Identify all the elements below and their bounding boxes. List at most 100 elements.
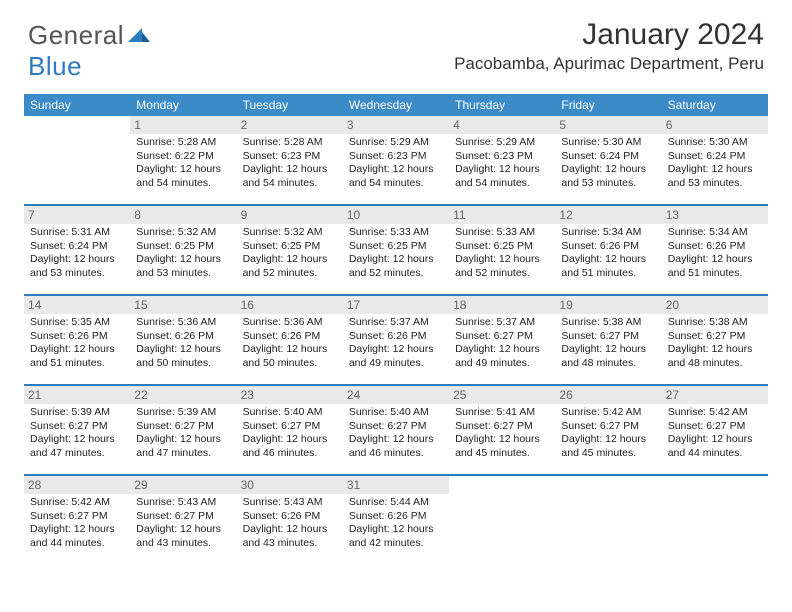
day-number: 18 bbox=[449, 296, 555, 314]
day-info: Sunrise: 5:34 AMSunset: 6:26 PMDaylight:… bbox=[668, 226, 762, 281]
day-number: 13 bbox=[662, 206, 768, 224]
location-text: Pacobamba, Apurimac Department, Peru bbox=[454, 54, 764, 74]
day-cell: 21Sunrise: 5:39 AMSunset: 6:27 PMDayligh… bbox=[24, 385, 130, 475]
day-cell bbox=[555, 475, 661, 564]
day-cell: 23 Sunrise: 5:40 AMSunset: 6:27 PMDayligh… bbox=[237, 385, 343, 475]
day-number: 26 bbox=[555, 386, 661, 404]
calendar-container: SundayMondayTuesdayWednesdayThursdayFrid… bbox=[24, 94, 768, 564]
day-number: 28 bbox=[24, 476, 130, 494]
day-number: 20 bbox=[662, 296, 768, 314]
day-number: 9 bbox=[237, 206, 343, 224]
day-info: Sunrise: 5:30 AMSunset: 6:24 PMDaylight:… bbox=[668, 136, 762, 191]
day-number: 5 bbox=[555, 116, 661, 134]
day-info: Sunrise: 5:29 AMSunset: 6:23 PMDaylight:… bbox=[455, 136, 549, 191]
day-info: Sunrise: 5:42 AMSunset: 6:27 PMDaylight:… bbox=[30, 496, 124, 551]
day-number: 12 bbox=[555, 206, 661, 224]
day-info: Sunrise: 5:29 AMSunset: 6:23 PMDaylight:… bbox=[349, 136, 443, 191]
day-cell: 27Sunrise: 5:42 AMSunset: 6:27 PMDayligh… bbox=[662, 385, 768, 475]
calendar-head: SundayMondayTuesdayWednesdayThursdayFrid… bbox=[24, 94, 768, 116]
day-cell: 17 Sunrise: 5:37 AMSunset: 6:26 PMDayligh… bbox=[343, 295, 449, 385]
day-cell: 12 Sunrise: 5:34 AMSunset: 6:26 PMDayligh… bbox=[555, 205, 661, 295]
day-cell: 5 Sunrise: 5:30 AMSunset: 6:24 PMDaylight… bbox=[555, 116, 661, 205]
day-cell bbox=[449, 475, 555, 564]
brand-logo: General Blue bbox=[28, 20, 150, 82]
day-cell: 3 Sunrise: 5:29 AMSunset: 6:23 PMDaylight… bbox=[343, 116, 449, 205]
day-cell: 7 Sunrise: 5:31 AMSunset: 6:24 PMDaylight… bbox=[24, 205, 130, 295]
day-cell: 9Sunrise: 5:32 AMSunset: 6:25 PMDaylight… bbox=[237, 205, 343, 295]
weekday-header: Sunday bbox=[24, 94, 130, 116]
week-row: 28 Sunrise: 5:42 AMSunset: 6:27 PMDayligh… bbox=[24, 475, 768, 564]
day-cell: 22 Sunrise: 5:39 AMSunset: 6:27 PMDayligh… bbox=[130, 385, 236, 475]
day-info: Sunrise: 5:34 AMSunset: 6:26 PMDaylight:… bbox=[561, 226, 655, 281]
day-number: 27 bbox=[662, 386, 768, 404]
brand-mark-icon bbox=[128, 20, 150, 51]
brand-part1: General bbox=[28, 20, 124, 50]
day-number: 25 bbox=[449, 386, 555, 404]
day-cell: 24Sunrise: 5:40 AMSunset: 6:27 PMDayligh… bbox=[343, 385, 449, 475]
day-number: 3 bbox=[343, 116, 449, 134]
weekday-header: Monday bbox=[130, 94, 236, 116]
day-cell bbox=[662, 475, 768, 564]
day-number: 10 bbox=[343, 206, 449, 224]
day-number: 24 bbox=[343, 386, 449, 404]
day-cell: 28 Sunrise: 5:42 AMSunset: 6:27 PMDayligh… bbox=[24, 475, 130, 564]
weekday-header: Saturday bbox=[662, 94, 768, 116]
day-number: 31 bbox=[343, 476, 449, 494]
day-cell: 19 Sunrise: 5:38 AMSunset: 6:27 PMDayligh… bbox=[555, 295, 661, 385]
day-info: Sunrise: 5:43 AMSunset: 6:27 PMDaylight:… bbox=[136, 496, 230, 551]
day-info: Sunrise: 5:39 AMSunset: 6:27 PMDaylight:… bbox=[136, 406, 230, 461]
day-info: Sunrise: 5:30 AMSunset: 6:24 PMDaylight:… bbox=[561, 136, 655, 191]
brand-part2: Blue bbox=[28, 51, 82, 81]
day-number: 19 bbox=[555, 296, 661, 314]
day-cell: 6 Sunrise: 5:30 AMSunset: 6:24 PMDaylight… bbox=[662, 116, 768, 205]
weekday-header: Tuesday bbox=[237, 94, 343, 116]
week-row: 14Sunrise: 5:35 AMSunset: 6:26 PMDayligh… bbox=[24, 295, 768, 385]
day-number: 22 bbox=[130, 386, 236, 404]
day-info: Sunrise: 5:37 AMSunset: 6:27 PMDaylight:… bbox=[455, 316, 549, 371]
day-cell: 8 Sunrise: 5:32 AMSunset: 6:25 PMDaylight… bbox=[130, 205, 236, 295]
day-number: 7 bbox=[24, 206, 130, 224]
day-info: Sunrise: 5:28 AMSunset: 6:23 PMDaylight:… bbox=[243, 136, 337, 191]
day-info: Sunrise: 5:33 AMSunset: 6:25 PMDaylight:… bbox=[455, 226, 549, 281]
calendar-table: SundayMondayTuesdayWednesdayThursdayFrid… bbox=[24, 94, 768, 564]
day-info: Sunrise: 5:31 AMSunset: 6:24 PMDaylight:… bbox=[30, 226, 124, 281]
day-number: 4 bbox=[449, 116, 555, 134]
day-number: 8 bbox=[130, 206, 236, 224]
day-cell: 29Sunrise: 5:43 AMSunset: 6:27 PMDayligh… bbox=[130, 475, 236, 564]
day-number: 23 bbox=[237, 386, 343, 404]
day-info: Sunrise: 5:39 AMSunset: 6:27 PMDaylight:… bbox=[30, 406, 124, 461]
day-info: Sunrise: 5:38 AMSunset: 6:27 PMDaylight:… bbox=[561, 316, 655, 371]
page-header: January 2024 Pacobamba, Apurimac Departm… bbox=[454, 18, 764, 74]
day-number: 15 bbox=[130, 296, 236, 314]
day-number: 6 bbox=[662, 116, 768, 134]
day-info: Sunrise: 5:37 AMSunset: 6:26 PMDaylight:… bbox=[349, 316, 443, 371]
day-info: Sunrise: 5:36 AMSunset: 6:26 PMDaylight:… bbox=[136, 316, 230, 371]
day-cell: 30Sunrise: 5:43 AMSunset: 6:26 PMDayligh… bbox=[237, 475, 343, 564]
month-title: January 2024 bbox=[454, 18, 764, 52]
weekday-header: Friday bbox=[555, 94, 661, 116]
day-info: Sunrise: 5:41 AMSunset: 6:27 PMDaylight:… bbox=[455, 406, 549, 461]
day-cell: 10Sunrise: 5:33 AMSunset: 6:25 PMDayligh… bbox=[343, 205, 449, 295]
day-info: Sunrise: 5:42 AMSunset: 6:27 PMDaylight:… bbox=[561, 406, 655, 461]
week-row: 21Sunrise: 5:39 AMSunset: 6:27 PMDayligh… bbox=[24, 385, 768, 475]
day-number: 11 bbox=[449, 206, 555, 224]
day-cell: 15 Sunrise: 5:36 AMSunset: 6:26 PMDayligh… bbox=[130, 295, 236, 385]
day-cell: 18 Sunrise: 5:37 AMSunset: 6:27 PMDayligh… bbox=[449, 295, 555, 385]
weekday-header: Wednesday bbox=[343, 94, 449, 116]
day-cell: 14Sunrise: 5:35 AMSunset: 6:26 PMDayligh… bbox=[24, 295, 130, 385]
day-number: 17 bbox=[343, 296, 449, 314]
day-cell: 2Sunrise: 5:28 AMSunset: 6:23 PMDaylight… bbox=[237, 116, 343, 205]
week-row: 7 Sunrise: 5:31 AMSunset: 6:24 PMDaylight… bbox=[24, 205, 768, 295]
day-cell: 26 Sunrise: 5:42 AMSunset: 6:27 PMDayligh… bbox=[555, 385, 661, 475]
day-cell: 1Sunrise: 5:28 AMSunset: 6:22 PMDaylight… bbox=[130, 116, 236, 205]
day-info: Sunrise: 5:40 AMSunset: 6:27 PMDaylight:… bbox=[243, 406, 337, 461]
day-cell: 31 Sunrise: 5:44 AMSunset: 6:26 PMDayligh… bbox=[343, 475, 449, 564]
day-cell: 4 Sunrise: 5:29 AMSunset: 6:23 PMDaylight… bbox=[449, 116, 555, 205]
weekday-header: Thursday bbox=[449, 94, 555, 116]
calendar-page: General Blue January 2024 Pacobamba, Apu… bbox=[0, 0, 792, 612]
day-info: Sunrise: 5:28 AMSunset: 6:22 PMDaylight:… bbox=[136, 136, 230, 191]
day-number: 16 bbox=[237, 296, 343, 314]
day-info: Sunrise: 5:32 AMSunset: 6:25 PMDaylight:… bbox=[136, 226, 230, 281]
day-cell: 25 Sunrise: 5:41 AMSunset: 6:27 PMDayligh… bbox=[449, 385, 555, 475]
day-info: Sunrise: 5:44 AMSunset: 6:26 PMDaylight:… bbox=[349, 496, 443, 551]
